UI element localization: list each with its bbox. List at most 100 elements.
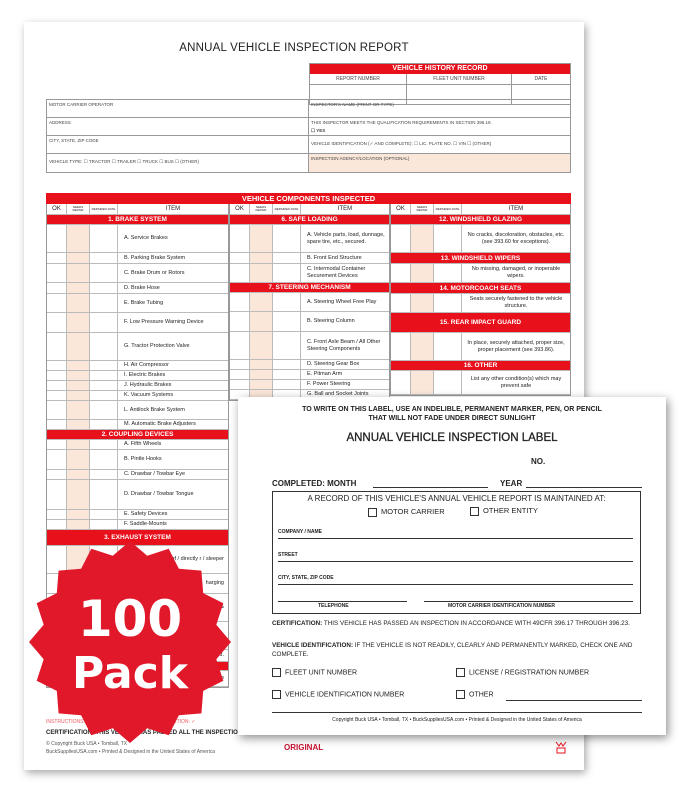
ok-cell[interactable] bbox=[47, 420, 67, 429]
repaired-date-cell[interactable] bbox=[273, 312, 301, 331]
needs-repair-cell[interactable] bbox=[250, 225, 273, 252]
ok-cell[interactable] bbox=[230, 380, 250, 389]
motor-carrier-field[interactable]: MOTOR CARRIER OPERATOR bbox=[47, 100, 309, 117]
repaired-date-cell[interactable] bbox=[90, 361, 118, 370]
ok-cell[interactable] bbox=[391, 294, 411, 312]
needs-repair-cell[interactable] bbox=[67, 440, 90, 449]
street-field[interactable] bbox=[278, 561, 633, 562]
needs-repair-cell[interactable] bbox=[67, 391, 90, 400]
yes-checkbox[interactable]: ☐ YES bbox=[311, 128, 326, 133]
ok-cell[interactable] bbox=[47, 313, 67, 332]
ok-cell[interactable] bbox=[230, 293, 250, 311]
mcid-field[interactable] bbox=[424, 601, 633, 602]
ok-cell[interactable] bbox=[230, 370, 250, 379]
other-checkbox[interactable] bbox=[456, 690, 465, 699]
ok-cell[interactable] bbox=[391, 333, 411, 360]
ok-cell[interactable] bbox=[230, 225, 250, 252]
needs-repair-cell[interactable] bbox=[250, 264, 273, 282]
ok-cell[interactable] bbox=[47, 225, 67, 252]
repaired-date-cell[interactable] bbox=[90, 391, 118, 400]
repaired-date-cell[interactable] bbox=[90, 420, 118, 429]
needs-repair-cell[interactable] bbox=[67, 283, 90, 293]
needs-repair-cell[interactable] bbox=[67, 371, 90, 380]
needs-repair-cell[interactable] bbox=[67, 401, 90, 419]
other-field[interactable] bbox=[506, 700, 642, 701]
other-entity-checkbox[interactable] bbox=[470, 506, 479, 516]
ok-cell[interactable] bbox=[47, 391, 67, 400]
needs-repair-cell[interactable] bbox=[67, 253, 90, 263]
needs-repair-cell[interactable] bbox=[250, 312, 273, 331]
ok-cell[interactable] bbox=[47, 440, 67, 449]
repaired-date-cell[interactable] bbox=[90, 225, 118, 252]
ok-cell[interactable] bbox=[47, 333, 67, 360]
repaired-date-cell[interactable] bbox=[273, 264, 301, 282]
repaired-date-cell[interactable] bbox=[273, 390, 301, 399]
repaired-date-cell[interactable] bbox=[90, 371, 118, 380]
needs-repair-cell[interactable] bbox=[250, 293, 273, 311]
needs-repair-cell[interactable] bbox=[250, 380, 273, 389]
ok-cell[interactable] bbox=[47, 510, 67, 519]
needs-repair-cell[interactable] bbox=[411, 333, 434, 360]
repaired-date-cell[interactable] bbox=[273, 253, 301, 263]
ok-cell[interactable] bbox=[47, 450, 67, 469]
needs-repair-cell[interactable] bbox=[67, 510, 90, 519]
needs-repair-cell[interactable] bbox=[411, 294, 434, 312]
ok-cell[interactable] bbox=[47, 520, 67, 529]
vehicle-identification-options[interactable]: VEHICLE IDENTIFICATION (✓ AND COMPLETE):… bbox=[311, 141, 492, 146]
ok-cell[interactable] bbox=[47, 264, 67, 282]
repaired-date-cell[interactable] bbox=[90, 480, 118, 509]
month-field[interactable] bbox=[373, 487, 488, 488]
city-state-zip-field[interactable]: CITY, STATE, ZIP CODE bbox=[47, 136, 309, 153]
address-field[interactable]: ADDRESS bbox=[47, 118, 309, 135]
ok-cell[interactable] bbox=[47, 371, 67, 380]
telephone-field[interactable] bbox=[278, 601, 407, 602]
needs-repair-cell[interactable] bbox=[250, 360, 273, 369]
fleet-unit-checkbox[interactable] bbox=[272, 668, 281, 677]
repaired-date-cell[interactable] bbox=[434, 371, 462, 394]
needs-repair-cell[interactable] bbox=[67, 480, 90, 509]
needs-repair-cell[interactable] bbox=[411, 264, 434, 282]
needs-repair-cell[interactable] bbox=[250, 253, 273, 263]
repaired-date-cell[interactable] bbox=[90, 264, 118, 282]
repaired-date-cell[interactable] bbox=[273, 370, 301, 379]
needs-repair-cell[interactable] bbox=[250, 332, 273, 359]
repaired-date-cell[interactable] bbox=[434, 333, 462, 360]
needs-repair-cell[interactable] bbox=[67, 264, 90, 282]
report-number-field[interactable] bbox=[310, 85, 407, 104]
repaired-date-cell[interactable] bbox=[90, 283, 118, 293]
fleet-unit-field[interactable] bbox=[407, 85, 512, 104]
repaired-date-cell[interactable] bbox=[434, 225, 462, 252]
repaired-date-cell[interactable] bbox=[273, 380, 301, 389]
repaired-date-cell[interactable] bbox=[90, 401, 118, 419]
vehicle-type-options[interactable]: VEHICLE TYPE: ☐ TRACTOR ☐ TRAILER ☐ TRUC… bbox=[47, 154, 309, 172]
needs-repair-cell[interactable] bbox=[411, 225, 434, 252]
repaired-date-cell[interactable] bbox=[434, 264, 462, 282]
repaired-date-cell[interactable] bbox=[90, 253, 118, 263]
needs-repair-cell[interactable] bbox=[250, 370, 273, 379]
needs-repair-cell[interactable] bbox=[67, 520, 90, 529]
ok-cell[interactable] bbox=[47, 361, 67, 370]
needs-repair-cell[interactable] bbox=[67, 381, 90, 390]
inspection-agency-field[interactable]: INSPECTION AGENCY/LOCATION (OPTIONAL) bbox=[309, 154, 570, 172]
ok-cell[interactable] bbox=[230, 360, 250, 369]
needs-repair-cell[interactable] bbox=[67, 225, 90, 252]
ok-cell[interactable] bbox=[47, 253, 67, 263]
needs-repair-cell[interactable] bbox=[67, 333, 90, 360]
company-field[interactable] bbox=[278, 538, 633, 539]
needs-repair-cell[interactable] bbox=[67, 420, 90, 429]
repaired-date-cell[interactable] bbox=[90, 381, 118, 390]
ok-cell[interactable] bbox=[47, 480, 67, 509]
repaired-date-cell[interactable] bbox=[90, 294, 118, 312]
ok-cell[interactable] bbox=[47, 381, 67, 390]
repaired-date-cell[interactable] bbox=[90, 450, 118, 469]
repaired-date-cell[interactable] bbox=[273, 332, 301, 359]
needs-repair-cell[interactable] bbox=[67, 470, 90, 479]
repaired-date-cell[interactable] bbox=[273, 225, 301, 252]
ok-cell[interactable] bbox=[47, 283, 67, 293]
year-field[interactable] bbox=[526, 487, 642, 488]
repaired-date-cell[interactable] bbox=[273, 293, 301, 311]
ok-cell[interactable] bbox=[230, 264, 250, 282]
repaired-date-cell[interactable] bbox=[90, 470, 118, 479]
vin-checkbox[interactable] bbox=[272, 690, 281, 699]
repaired-date-cell[interactable] bbox=[273, 360, 301, 369]
